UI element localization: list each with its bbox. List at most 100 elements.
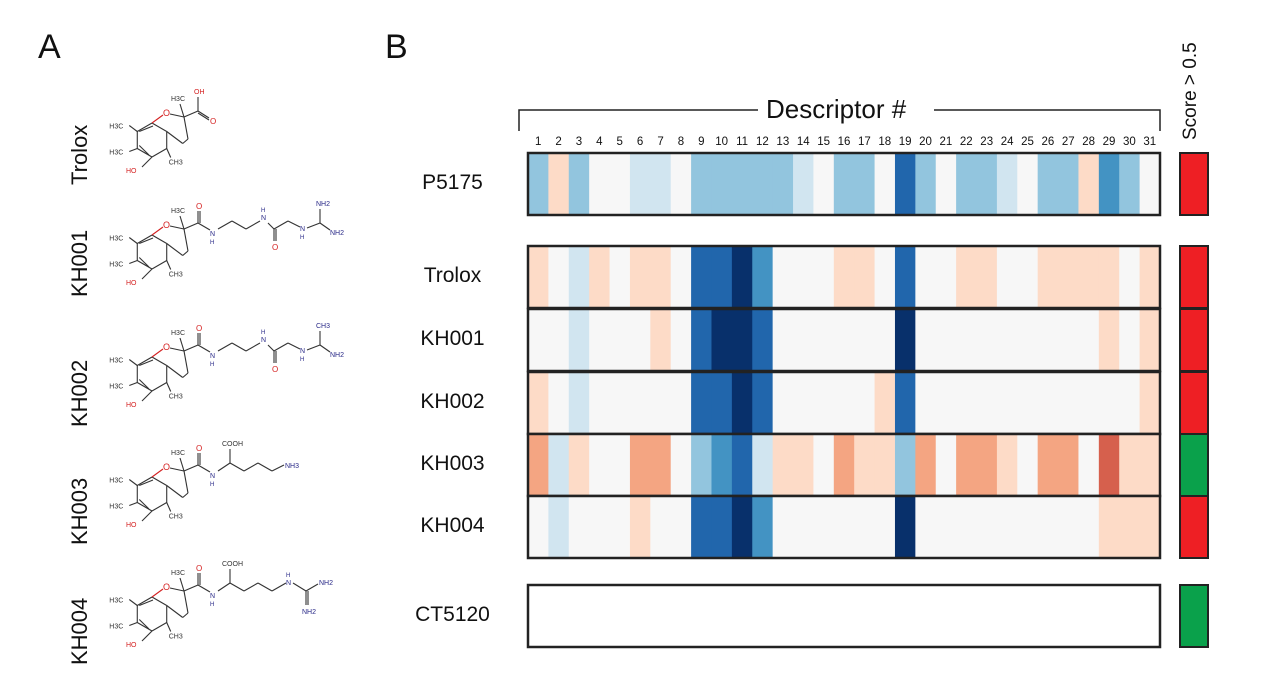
heatmap-cell [976,246,998,308]
heatmap-cell [629,496,651,558]
atom-label: COOH [222,441,243,448]
atom-label: O [196,324,202,333]
atom-label: OH [194,89,205,96]
bond [292,582,307,592]
bond [138,619,150,630]
bond [182,612,189,618]
bond [319,344,331,353]
bond [183,116,189,140]
atom-label: H3C [171,208,185,215]
descriptor-number: 29 [1102,136,1116,148]
descriptor-title: Descriptor # [762,94,911,125]
atom-label: CH3 [316,323,330,330]
heatmap-cell [874,153,896,215]
atom-label: O [272,365,278,374]
bond [139,237,154,245]
heatmap-cell [874,246,896,308]
heatmap-cell [935,372,957,434]
heatmap-cell [650,246,672,308]
bond [257,462,273,472]
descriptor-number: 28 [1082,136,1096,148]
bond [183,350,189,374]
atom-label: H3C [171,96,185,103]
heatmap-cell [548,246,570,308]
heatmap-cell [752,246,774,308]
bond [169,467,185,472]
heatmap-cell [915,246,937,308]
heatmap-cell [528,434,549,496]
heatmap-cell [976,434,998,496]
descriptor-number: 31 [1143,136,1157,148]
heatmap-cell [1078,246,1100,308]
bond [243,582,259,592]
heatmap-cell [711,434,733,496]
bond [139,599,154,607]
score-box [1179,152,1209,216]
heatmap-cell [813,372,835,434]
atom-label: O [163,582,170,592]
bond [271,582,287,592]
heatmap-cell [670,246,692,308]
heatmap-cell [1098,372,1120,434]
heatmap-cell [1119,309,1141,371]
bond [183,584,199,592]
bond [306,344,321,351]
atom-label: NH2 [330,230,344,237]
bond [129,501,138,507]
descriptor-number: 2 [555,136,562,148]
heatmap-cell [813,309,835,371]
bond [151,596,167,606]
atom-label: H3C [109,124,123,131]
descriptor-number: 27 [1061,136,1075,148]
heatmap-cell [528,153,549,215]
atom-label: O [196,564,202,573]
descriptor-number: 10 [715,136,729,148]
heatmap-cell [711,372,733,434]
bond [182,250,189,256]
descriptor-number: 5 [616,136,623,148]
heatmap-cell [793,372,815,434]
bond [139,125,154,133]
bond [217,582,231,592]
heatmap-cell [670,372,692,434]
atom-label: H3C [109,262,123,269]
bond [183,110,199,118]
bond [137,148,153,158]
bond [151,356,167,366]
atom-label: HO [126,280,137,287]
heatmap-cell [1017,496,1039,558]
atom-label: H3C [109,236,123,243]
heatmap-cell [609,153,631,215]
atom-label: CH3 [169,394,183,401]
bond [141,156,153,168]
descriptor-number: 25 [1021,136,1034,148]
heatmap-cell [589,246,611,308]
heatmap-cell [854,309,876,371]
heatmap-cell [731,246,753,308]
atom-label: H3C [109,624,123,631]
heatmap-cell [1058,372,1080,434]
heatmap-cell [1098,434,1120,496]
heatmap-cell [752,309,774,371]
atom-label: NH3 [285,463,299,470]
bond [137,382,153,392]
heatmap-cell [874,372,896,434]
atom-label: N [261,215,266,222]
heatmap-cell [1037,309,1059,371]
atom-label: O [163,342,170,352]
heatmap-cell [548,372,570,434]
descriptor-bracket [518,109,1161,131]
heatmap-cell [1078,372,1100,434]
bond [217,462,231,472]
bond [287,220,301,228]
heatmap-cell [935,246,957,308]
heatmap-cell [1078,309,1100,371]
heatmap-cell [670,434,692,496]
heatmap-cell [976,309,998,371]
bond [129,259,138,265]
heatmap-cell [1017,309,1039,371]
bond [169,113,185,118]
bond [151,260,167,270]
heatmap-cell [1078,496,1100,558]
heatmap-cell [528,309,549,371]
